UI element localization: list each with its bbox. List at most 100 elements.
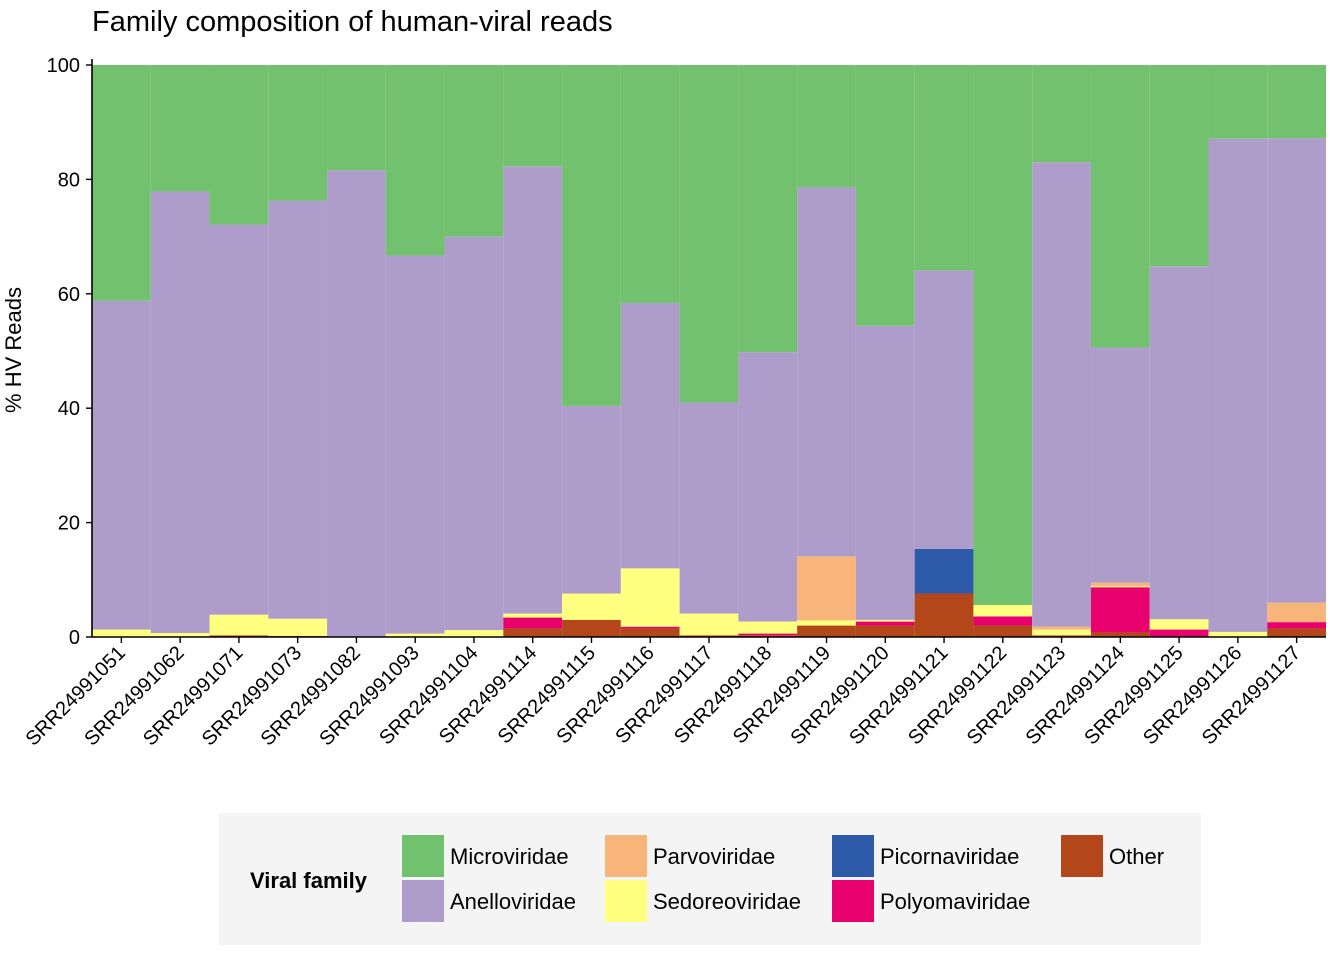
bar-segment [444,630,504,637]
bar-segment [738,635,798,637]
bar-segment [738,633,798,636]
bar-segment [268,618,328,636]
x-tick-label: SRR24991071 [139,642,247,750]
legend-label: Other [1109,844,1164,869]
bar-segment [92,65,151,301]
bar-segment [1090,347,1150,583]
bar-segment [1090,632,1150,637]
bar-segment [1267,628,1326,637]
legend-title: Viral family [250,868,368,893]
bar-segment [92,300,151,630]
bar-segment [1032,162,1091,627]
bar-segment [1208,138,1268,632]
bar-segment [562,619,621,637]
bar-segment [1149,266,1209,620]
bar-segment [1267,602,1326,623]
legend-swatch [1061,835,1103,877]
x-tick-label: SRR24991073 [198,642,306,750]
bar-segment [385,255,445,634]
bar-segment [1090,587,1150,633]
bar-segment [92,629,151,637]
bar-segment [679,635,739,637]
bar-segment [797,65,856,188]
legend-label: Sedoreoviridae [653,889,801,914]
bar-segment [855,621,915,626]
legend-label: Parvoviridae [653,844,775,869]
bar-segment [620,628,680,637]
bar-segment [620,626,680,629]
x-tick-label: SRR24991082 [257,642,365,750]
bar-segment [444,65,504,237]
bar-segment [1267,65,1326,139]
bar-segment [444,236,504,631]
bar-segment [1032,635,1091,637]
bar-segment [1090,586,1150,588]
bar-segment [797,556,856,621]
y-tick-label: 20 [58,513,80,535]
legend-swatch [402,835,444,877]
bar-segment [150,191,210,633]
y-tick-label: 100 [47,55,80,77]
legend-label: Polyomaviridae [880,889,1030,914]
y-axis-label: % HV Reads [1,287,26,413]
bar-segment [620,568,680,627]
bar-segment [268,65,328,201]
bar-segment [1267,138,1326,603]
bar-segment [738,65,798,353]
bar-segment [1032,626,1091,630]
legend-swatch [832,880,874,922]
bar-segment [679,65,739,403]
bar-segment [150,65,210,192]
bar-segment [738,621,798,634]
legend-label: Anelloviridae [450,889,576,914]
bar-segment [855,625,915,637]
bar-segment [855,619,915,622]
legend-label: Picornaviridae [880,844,1019,869]
bar-segment [385,633,445,637]
y-tick-label: 80 [58,169,80,191]
bar-segment [973,625,1033,637]
legend-swatch [605,835,647,877]
bar-segment [503,166,563,614]
bar-segment [1149,629,1209,637]
bar-segment [1032,629,1091,636]
bar-segment [738,352,798,622]
bar-segment [150,633,210,637]
bar-segment [973,604,1033,617]
chart-title: Family composition of human-viral reads [92,6,613,38]
bar-segment [385,65,445,256]
bar-segment [973,65,1033,605]
bar-segment [327,65,386,171]
bar-segment [503,613,563,618]
bar-segment [209,635,269,637]
bar-segment [209,614,269,636]
bar-segment [797,620,856,626]
legend: Viral family Microviridae Anelloviridae Pa… [219,813,1201,945]
bar-segment [1090,582,1150,587]
legend-items: Microviridae Anelloviridae Parvoviridae Sed… [402,835,1164,922]
bar-segment [1032,65,1091,163]
bar-segment [503,617,563,629]
legend-swatch [832,835,874,877]
bar-segment [327,170,386,637]
bar-segment [855,65,915,326]
y-tick-label: 60 [58,284,80,306]
bar-segment [973,616,1033,626]
bar-segment [562,65,621,406]
bar-segment [797,625,856,637]
bar-segment [1267,622,1326,629]
legend-label: Microviridae [450,844,569,869]
bar-segment [914,65,974,271]
bar-stack-group [92,65,1326,637]
bar-segment [797,187,856,557]
y-tick-label: 0 [69,627,80,649]
bar-segment [268,200,328,619]
bar-segment [620,65,680,303]
bar-segment [679,613,739,636]
bar-segment [503,65,563,167]
bar-segment [1149,65,1209,267]
bar-segment [1149,619,1209,630]
legend-background [219,813,1201,945]
